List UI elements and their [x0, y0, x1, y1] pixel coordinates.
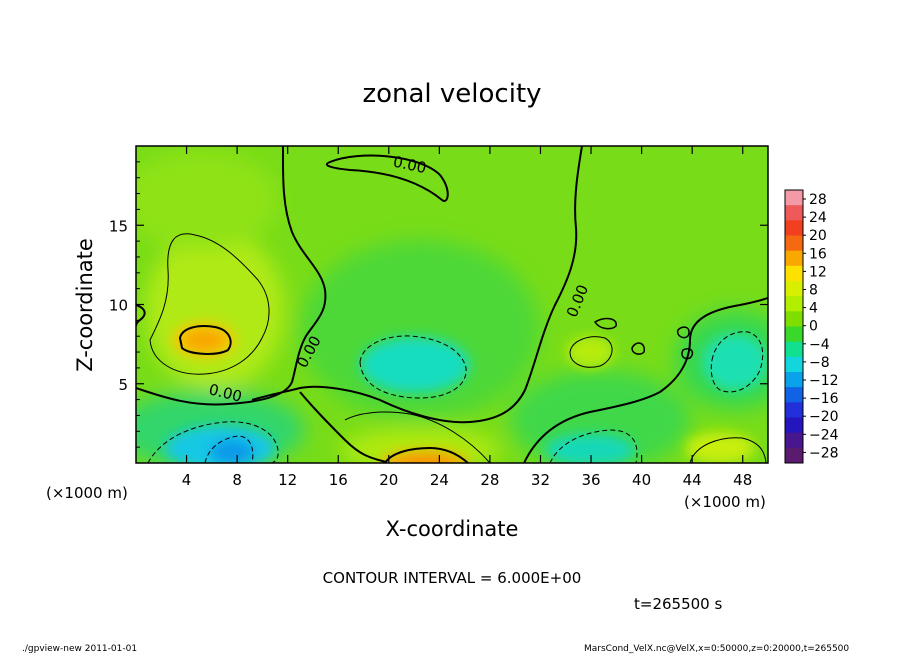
colorbar-swatch [785, 387, 803, 403]
colorbar: 28 24 20 16 12 8 4 0 −4 −8 −12 −16 −20 −24 −28 [784, 189, 839, 464]
x-tick-label: 24 [430, 471, 449, 489]
y-tick-label: 5 [118, 376, 128, 394]
x-unit-left: (×1000 m) [46, 484, 128, 502]
colorbar-swatch [785, 250, 803, 267]
pos6-contour-right-center [569, 336, 613, 368]
x-tick-label: 20 [379, 471, 398, 489]
plot-area: 0.00 0.00 0.00 0.00 [136, 146, 768, 463]
x-tick-label: 36 [581, 471, 600, 489]
contour-interval: CONTOUR INTERVAL = 6.000E+00 [323, 569, 582, 587]
colorbar-label: −16 [809, 391, 839, 407]
small-contour-4 [681, 347, 694, 360]
colorbar-swatch [785, 402, 803, 418]
neg6-contour-lower-west [147, 421, 279, 463]
pos6-contour-lower-center [344, 411, 491, 463]
colorbar-swatch [785, 205, 803, 221]
colorbar-label: 8 [809, 283, 818, 299]
colorbar-label: 28 [809, 192, 827, 208]
core-east-negative [703, 334, 767, 390]
colorbar-label: 4 [809, 301, 818, 317]
small-contour-3 [676, 326, 690, 339]
colorbar-swatch [785, 432, 803, 449]
neg12-contour-lower-west [204, 435, 254, 463]
neg6-contour-lower-right [549, 429, 638, 463]
pos6-contour-bottom-right [689, 437, 767, 463]
core-west-positive-inner [184, 330, 224, 350]
colorbar-swatch [785, 235, 803, 252]
colorbar-label: 16 [809, 246, 827, 262]
neg6-contour-east [710, 331, 764, 393]
x-tick-label: 16 [329, 471, 348, 489]
field-region-lower-east [510, 370, 690, 463]
colorbar-swatch [785, 281, 803, 297]
colorbar-label: −24 [809, 427, 839, 443]
colorbar-swatch [785, 326, 803, 343]
x-tick-label: 44 [683, 471, 702, 489]
colorbar-swatch [785, 356, 803, 373]
colorbar-swatch [785, 190, 803, 206]
core-bottom-positive-inner [400, 458, 450, 463]
x-axis-ticks: 4 8 12 16 20 24 28 32 36 40 44 48 [182, 146, 752, 489]
x-tick-label: 8 [232, 471, 242, 489]
positive-core-bottom-contour [384, 446, 469, 463]
colorbar-label: −4 [809, 337, 830, 353]
colorbar-label: 0 [809, 319, 818, 335]
colorbar-swatch [785, 341, 803, 358]
colorbar-swatch [785, 220, 803, 236]
y-axis-label: Z-coordinate [73, 238, 97, 372]
colorbar-label: −28 [809, 445, 839, 461]
colorbar-label: 12 [809, 264, 827, 280]
zero-contour-left-column [136, 146, 327, 406]
positive-core-west-contour [178, 325, 232, 355]
y-tick-label: 15 [109, 217, 128, 235]
field-region-upper-west [136, 150, 280, 250]
x-tick-label: 12 [278, 471, 297, 489]
zero-contour-lower-right [523, 297, 768, 463]
core-right-bottom-positive [685, 432, 755, 463]
colorbar-label: −20 [809, 409, 839, 425]
x-tick-label: 32 [531, 471, 550, 489]
zero-contour-right-column [251, 146, 583, 424]
colorbar-label: −12 [809, 373, 839, 389]
time-label: t=265500 s [634, 595, 722, 613]
colorbar-frame [784, 189, 804, 464]
small-contour-1 [593, 317, 617, 330]
x-tick-label: 28 [480, 471, 499, 489]
core-right-positive [566, 336, 614, 368]
y-tick-label: 10 [109, 297, 128, 315]
chart-title: zonal velocity [362, 79, 541, 109]
colorbar-swatch [785, 311, 803, 327]
x-tick-label: 4 [182, 471, 192, 489]
colorbar-swatch [785, 372, 803, 388]
field-region-west-jet [145, 230, 285, 390]
zero-contour-lower-center [299, 391, 387, 463]
neg6-contour-center [359, 335, 467, 399]
pos6-contour-west [149, 233, 270, 375]
colorbar-label: 24 [809, 210, 827, 226]
small-contour-2 [631, 342, 645, 355]
colorbar-swatch [785, 296, 803, 312]
footer-left: ./gpview-new 2011-01-01 [22, 644, 137, 654]
x-axis-label: X-coordinate [386, 517, 519, 541]
y-axis-ticks: 5 10 15 [109, 161, 768, 448]
core-lower-mid-negative [545, 434, 635, 463]
x-tick-label: 48 [733, 471, 752, 489]
field-cores [165, 322, 767, 463]
x-unit-right: (×1000 m) [684, 493, 766, 511]
zero-contour-upper [325, 154, 449, 202]
field-region-center [300, 240, 540, 420]
x-tick-label: 40 [632, 471, 651, 489]
colorbar-swatch [785, 265, 803, 282]
core-lower-west-negative-inner [210, 440, 254, 463]
colorbar-swatch [785, 447, 803, 464]
colorbar-label: 20 [809, 228, 827, 244]
colorbar-label: −8 [809, 355, 830, 371]
footer-right: MarsCond_VelX.nc@VelX,x=0:50000,z=0:2000… [584, 644, 849, 654]
colorbar-swatch [785, 417, 803, 434]
core-center-negative [360, 337, 470, 393]
